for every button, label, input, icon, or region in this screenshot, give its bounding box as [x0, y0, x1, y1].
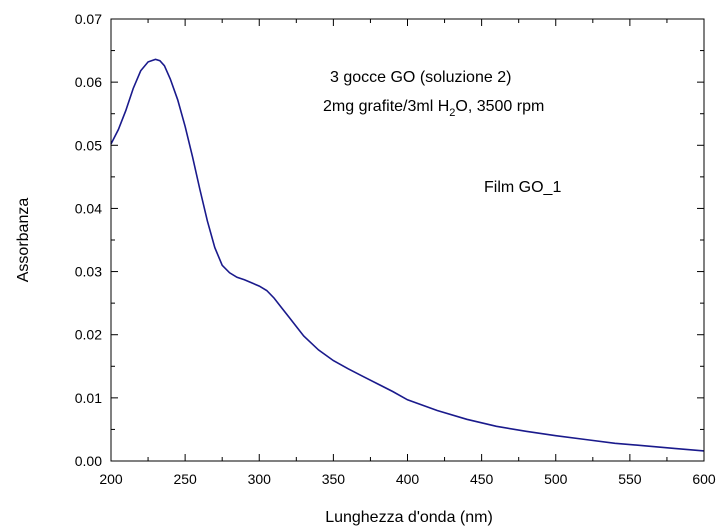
annotation-line-2: 2mg grafite/3ml H2O, 3500 rpm: [323, 98, 544, 119]
x-axis-label: Lunghezza d'onda (nm): [325, 509, 493, 526]
y-tick-label: 0.06: [75, 74, 102, 90]
annotation-line-3: Film GO_1: [484, 179, 561, 196]
absorbance-curve: [110, 58, 705, 452]
plot-frame: [110, 18, 705, 462]
x-tick-label: 200: [99, 471, 123, 487]
y-tick-label: 0.05: [75, 137, 102, 153]
y-tick-label: 0.02: [75, 327, 102, 343]
y-tick-label: 0.00: [75, 453, 102, 469]
y-axis-label: Assorbanza: [15, 198, 32, 283]
x-tick-label: 250: [173, 471, 197, 487]
x-tick-label: 400: [396, 471, 420, 487]
x-tick-label: 500: [544, 471, 568, 487]
annotation-line-1: 3 gocce GO (soluzione 2): [330, 69, 511, 86]
axis-ticks: 200 250 300 350 400 450 500 550 600 0.00 0.01 0.02 0…: [75, 11, 716, 487]
x-tick-label: 350: [322, 471, 346, 487]
x-tick-label: 450: [470, 471, 494, 487]
x-tick-label: 600: [692, 471, 716, 487]
x-tick-label: 300: [248, 471, 272, 487]
y-tick-label: 0.01: [75, 390, 102, 406]
y-tick-label: 0.07: [75, 11, 102, 27]
x-tick-label: 550: [618, 471, 642, 487]
y-tick-label: 0.04: [75, 200, 102, 216]
y-tick-label: 0.03: [75, 264, 102, 280]
